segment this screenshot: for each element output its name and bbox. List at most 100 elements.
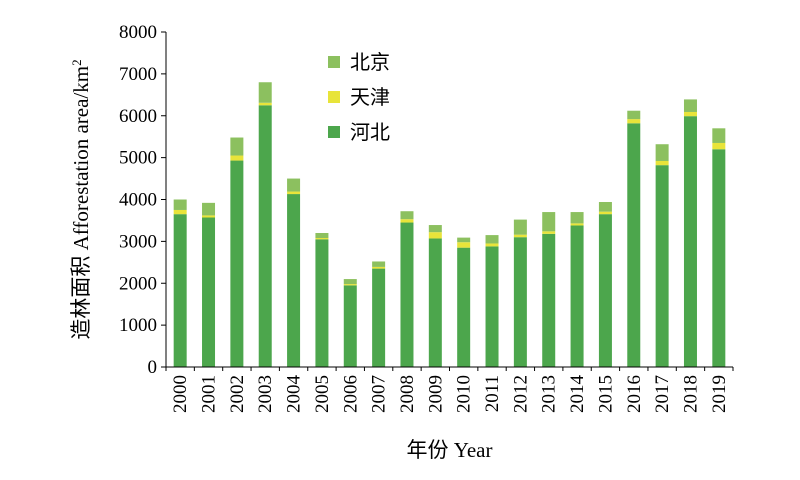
bar-segment-北京-2010 bbox=[457, 237, 471, 243]
x-tick-label: 2001 bbox=[199, 375, 220, 413]
bar-segment-河北-2000 bbox=[173, 214, 187, 367]
legend-label-北京: 北京 bbox=[350, 51, 390, 74]
bar-segment-北京-2014 bbox=[570, 212, 584, 224]
y-tick-label: 5000 bbox=[119, 148, 157, 169]
bar-segment-天津-2008 bbox=[400, 219, 414, 223]
x-ticks: 2000 2001 2002 2003 2004 2005 2006 2007 2008 2009… bbox=[165, 367, 734, 414]
bar-segment-北京-2000 bbox=[173, 199, 187, 210]
legend-swatch-北京 bbox=[328, 56, 340, 68]
y-tick-label: 0 bbox=[148, 357, 158, 378]
bar-segment-天津-2018 bbox=[683, 111, 697, 117]
bar-segment-天津-2012 bbox=[513, 234, 527, 238]
bar-segment-河北-2017 bbox=[655, 165, 669, 367]
bar-segment-北京-2004 bbox=[287, 178, 301, 192]
bar-segment-北京-2018 bbox=[683, 99, 697, 112]
x-tick-label: 2019 bbox=[709, 375, 730, 413]
bar-segment-天津-2004 bbox=[287, 191, 301, 195]
y-tick-label: 4000 bbox=[119, 190, 157, 211]
y-tick-label: 8000 bbox=[119, 22, 157, 43]
bar-segment-北京-2017 bbox=[655, 144, 669, 161]
bar-segment-天津-2006 bbox=[343, 284, 357, 286]
x-tick-label: 2004 bbox=[284, 375, 305, 414]
y-ticks: 0 1000 2000 3000 4000 5000 6000 7000 8000 bbox=[119, 22, 166, 378]
bar-segment-河北-2018 bbox=[683, 116, 697, 367]
bar-segment-北京-2016 bbox=[627, 110, 641, 120]
legend-label-河北: 河北 bbox=[350, 121, 390, 144]
bar-segment-河北-2004 bbox=[287, 194, 301, 367]
y-tick-label: 3000 bbox=[119, 231, 157, 252]
bar-segment-天津-2014 bbox=[570, 223, 584, 226]
bar-segment-北京-2002 bbox=[230, 137, 244, 156]
x-tick-label: 2006 bbox=[340, 375, 361, 413]
y-tick-label: 2000 bbox=[119, 273, 157, 294]
bar-segment-天津-2017 bbox=[655, 160, 669, 166]
x-tick-label: 2009 bbox=[425, 375, 446, 413]
bar-segment-河北-2016 bbox=[627, 123, 641, 367]
bar-segment-河北-2003 bbox=[258, 105, 272, 367]
bar-segment-北京-2005 bbox=[315, 233, 329, 239]
bar-segment-河北-2009 bbox=[428, 238, 442, 367]
bar-segment-河北-2001 bbox=[202, 217, 216, 367]
bar-segment-天津-2019 bbox=[712, 142, 726, 150]
y-tick-label: 1000 bbox=[119, 315, 157, 336]
bar-segment-北京-2013 bbox=[542, 212, 556, 232]
legend-swatch-天津 bbox=[328, 91, 340, 103]
bar-segment-河北-2010 bbox=[457, 247, 471, 367]
bar-segment-河北-2015 bbox=[598, 214, 612, 367]
bar-segment-北京-2008 bbox=[400, 211, 414, 220]
y-tick-label: 7000 bbox=[119, 64, 157, 85]
x-tick-label: 2007 bbox=[369, 375, 390, 413]
bar-segment-河北-2008 bbox=[400, 222, 414, 367]
bar-segment-北京-2003 bbox=[258, 82, 272, 103]
legend-swatch-河北 bbox=[328, 126, 340, 138]
plot-area bbox=[173, 82, 726, 367]
bar-segment-天津-2007 bbox=[372, 266, 386, 269]
x-axis-title: 年份 Year bbox=[407, 438, 493, 462]
bar-segment-河北-2007 bbox=[372, 268, 386, 367]
bar-segment-北京-2001 bbox=[202, 202, 216, 216]
bar-segment-天津-2010 bbox=[457, 242, 471, 248]
x-tick-label: 2011 bbox=[482, 375, 503, 412]
x-tick-label: 2015 bbox=[595, 375, 616, 413]
bar-segment-天津-2000 bbox=[173, 209, 187, 215]
bar-segment-河北-2014 bbox=[570, 225, 584, 367]
bar-segment-天津-2003 bbox=[258, 102, 272, 106]
bar-segment-北京-2019 bbox=[712, 128, 726, 143]
y-tick-label: 6000 bbox=[119, 106, 157, 127]
x-tick-label: 2000 bbox=[170, 375, 191, 413]
bar-segment-北京-2006 bbox=[343, 279, 357, 285]
x-tick-label: 2003 bbox=[255, 375, 276, 413]
bar-segment-河北-2006 bbox=[343, 285, 357, 367]
x-tick-label: 2008 bbox=[397, 375, 418, 413]
legend-label-天津: 天津 bbox=[350, 86, 390, 109]
x-tick-label: 2005 bbox=[312, 375, 333, 413]
bar-segment-河北-2002 bbox=[230, 160, 244, 367]
bar-segment-河北-2011 bbox=[485, 246, 499, 367]
bar-segment-北京-2007 bbox=[372, 261, 386, 267]
y-axis-title-superscript: 2 bbox=[69, 59, 84, 66]
bar-segment-天津-2011 bbox=[485, 243, 499, 247]
bar-segment-天津-2015 bbox=[598, 211, 612, 215]
bar-segment-北京-2009 bbox=[428, 225, 442, 233]
x-tick-label: 2010 bbox=[454, 375, 475, 413]
x-tick-label: 2012 bbox=[510, 375, 531, 413]
x-tick-label: 2017 bbox=[652, 375, 673, 413]
x-tick-label: 2014 bbox=[567, 375, 588, 414]
bar-segment-河北-2005 bbox=[315, 239, 329, 367]
bar-segment-北京-2015 bbox=[598, 202, 612, 212]
bar-segment-天津-2013 bbox=[542, 231, 556, 234]
bar-segment-北京-2011 bbox=[485, 235, 499, 244]
bar-segment-天津-2002 bbox=[230, 155, 244, 161]
bar-segment-河北-2013 bbox=[542, 233, 556, 367]
bar-segment-天津-2009 bbox=[428, 232, 442, 239]
bar-segment-河北-2012 bbox=[513, 237, 527, 367]
bar-segment-北京-2012 bbox=[513, 219, 527, 235]
bar-segment-天津-2005 bbox=[315, 238, 329, 240]
y-axis-title-main: 造林面积 Afforestation area/km bbox=[69, 66, 93, 340]
bar-segment-天津-2001 bbox=[202, 215, 216, 218]
axes bbox=[165, 32, 733, 368]
x-tick-label: 2013 bbox=[539, 375, 560, 413]
